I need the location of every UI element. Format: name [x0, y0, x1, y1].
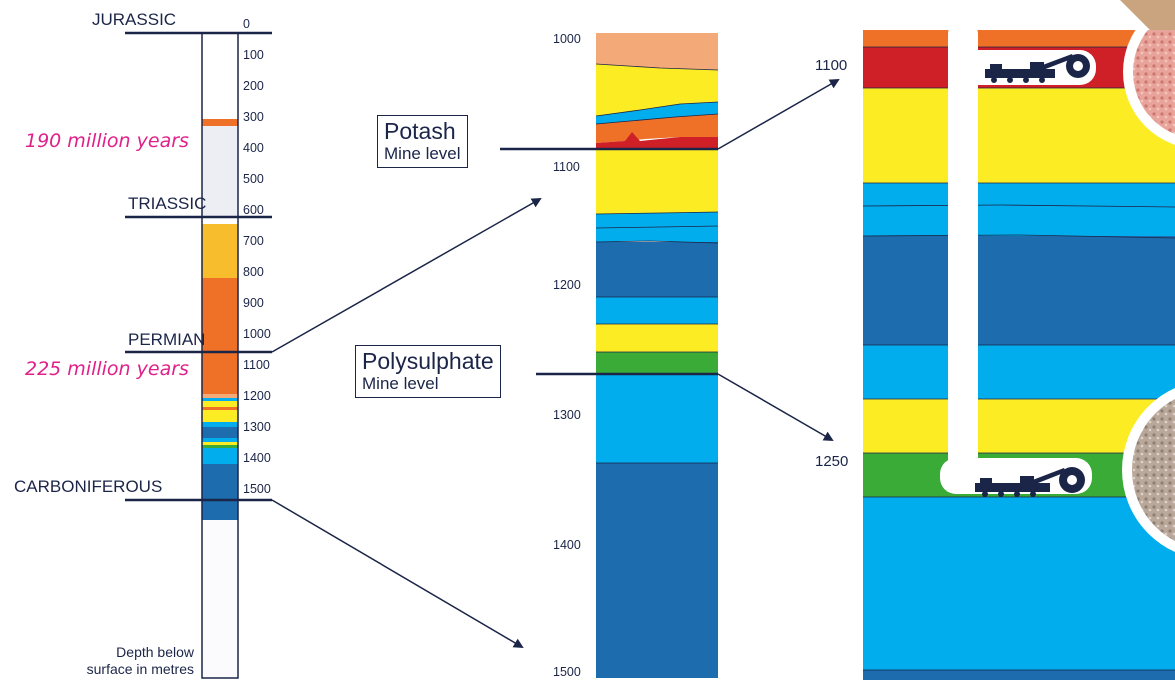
depth-tick-600: 600 [243, 203, 264, 217]
depth-tick-100: 100 [243, 48, 264, 62]
arrow-column-to-middle-top [271, 198, 542, 353]
depth-tick-0: 0 [243, 17, 250, 31]
depth-tick-1500: 1500 [243, 482, 271, 496]
depth-note: Depth below surface in metres [60, 644, 194, 678]
mid-layer-darkblue-a [596, 242, 718, 297]
potash-sample-photo [1123, 30, 1175, 145]
potash-label: Potash [384, 118, 456, 144]
mining-machine-polysulphate [975, 467, 1085, 497]
mid-layer-yellow-top [596, 64, 718, 116]
mid-tick-1500: 1500 [553, 665, 581, 679]
potash-mine-level-label: Mine level [384, 144, 461, 163]
period-label-carboniferous: CARBONIFEROUS [14, 477, 163, 496]
depth-tick-300: 300 [243, 110, 264, 124]
arrow-column-to-middle-bottom [271, 499, 524, 649]
layer-white-gap [202, 217, 238, 224]
mid-layer-darkblue-b [596, 463, 718, 678]
mid-tick-1300: 1300 [553, 408, 581, 422]
layer-permian-orange [202, 278, 238, 394]
layer-yellow-b [202, 410, 238, 422]
depth-note-line-2: surface in metres [86, 661, 194, 677]
zoom-layer-blue-c [863, 345, 1175, 399]
mine-shaft [948, 30, 978, 490]
mid-layer-blue-d [596, 374, 718, 463]
depth-tick-900: 900 [243, 296, 264, 310]
zoom-layer-yellow-lower [863, 399, 1175, 453]
zoom-layer-blue-b [863, 206, 1175, 236]
polysulphate-label: Polysulphate [362, 348, 494, 374]
middle-column [500, 33, 719, 678]
arrow-polysulphate-to-zoom [717, 373, 834, 442]
polysulphate-mine-level-box: Polysulphate Mine level [355, 345, 501, 398]
stratigraphic-column [125, 31, 272, 679]
period-label-jurassic: JURASSIC [92, 10, 177, 29]
depth-tick-400: 400 [243, 141, 264, 155]
layer-orange-thin [202, 119, 238, 126]
depth-note-line-1: Depth below [116, 644, 194, 660]
zoom-depth-label-upper: 1100 [815, 57, 848, 74]
polysulphate-sample-photo [1122, 387, 1175, 553]
zoom-layer-blue-a [863, 183, 1175, 206]
connector-arrows [271, 79, 840, 649]
mid-layer-blue-c [596, 297, 718, 324]
layer-blue-d [202, 448, 238, 464]
layer-blue-b [202, 422, 238, 427]
depth-tick-500: 500 [243, 172, 264, 186]
mid-layer-red-band [596, 132, 718, 150]
layer-triassic-grey [202, 126, 238, 217]
mid-layer-blue-b [596, 226, 718, 243]
mid-layer-orange-band [596, 114, 718, 143]
zoom-layer-orange [863, 30, 1175, 47]
layer-darkblue-a [202, 427, 238, 438]
mid-tick-1100: 1100 [553, 160, 580, 174]
potash-mine-level-box: Potash Mine level [377, 115, 468, 168]
mid-tick-1200: 1200 [553, 278, 581, 292]
age-label-upper: 190 million years [25, 130, 189, 152]
mid-layer-boundaries [595, 63, 719, 464]
age-label-lower: 225 million years [25, 358, 189, 380]
mid-tick-1400: 1400 [553, 538, 581, 552]
depth-tick-800: 800 [243, 265, 264, 279]
zoom-layer-darkblue-bottom [863, 670, 1175, 680]
zoom-panel [863, 30, 1175, 680]
mid-layer-yellow-main [596, 150, 718, 214]
arrow-potash-to-zoom [717, 79, 840, 150]
period-label-permian: PERMIAN [128, 330, 206, 349]
mid-layer-yellow-lower [596, 324, 718, 352]
zoom-depth-label-lower: 1250 [815, 453, 849, 470]
layer-carboniferous-darkblue [202, 464, 238, 520]
layer-yellow-a [202, 401, 238, 407]
polysulphate-mine-level-label: Mine level [362, 374, 439, 393]
depth-tick-1200: 1200 [243, 389, 271, 403]
depth-tick-1400: 1400 [243, 451, 271, 465]
layer-jurassic-white [202, 33, 238, 119]
mining-machine-potash [985, 54, 1090, 83]
column-empty-lower [202, 520, 238, 678]
mid-layer-blue-band [596, 102, 718, 124]
zoom-layer-darkblue [863, 236, 1175, 345]
layer-amber [202, 224, 238, 278]
layer-orange-b [202, 407, 238, 410]
mid-layer-blue-a [596, 212, 718, 228]
layer-peach [202, 394, 238, 398]
zoom-layer-blue-d [863, 497, 1175, 670]
depth-tick-700: 700 [243, 234, 264, 248]
mid-layer-peach [596, 33, 718, 70]
depth-tick-200: 200 [243, 79, 264, 93]
depth-tick-1000: 1000 [243, 327, 271, 341]
layer-green [202, 445, 238, 448]
layer-yellow-c [202, 442, 238, 445]
layer-blue-c [202, 438, 238, 442]
depth-tick-1100: 1100 [243, 358, 270, 372]
mid-layer-green [596, 352, 718, 374]
period-label-triassic: TRIASSIC [128, 194, 207, 213]
mid-tick-1000: 1000 [553, 32, 581, 46]
zoom-layer-yellow-top [863, 88, 1175, 183]
layer-blue-a [202, 398, 238, 401]
photo-background-corner [1120, 0, 1175, 30]
depth-tick-1300: 1300 [243, 420, 271, 434]
zoom-layer-boundaries [863, 46, 1175, 671]
